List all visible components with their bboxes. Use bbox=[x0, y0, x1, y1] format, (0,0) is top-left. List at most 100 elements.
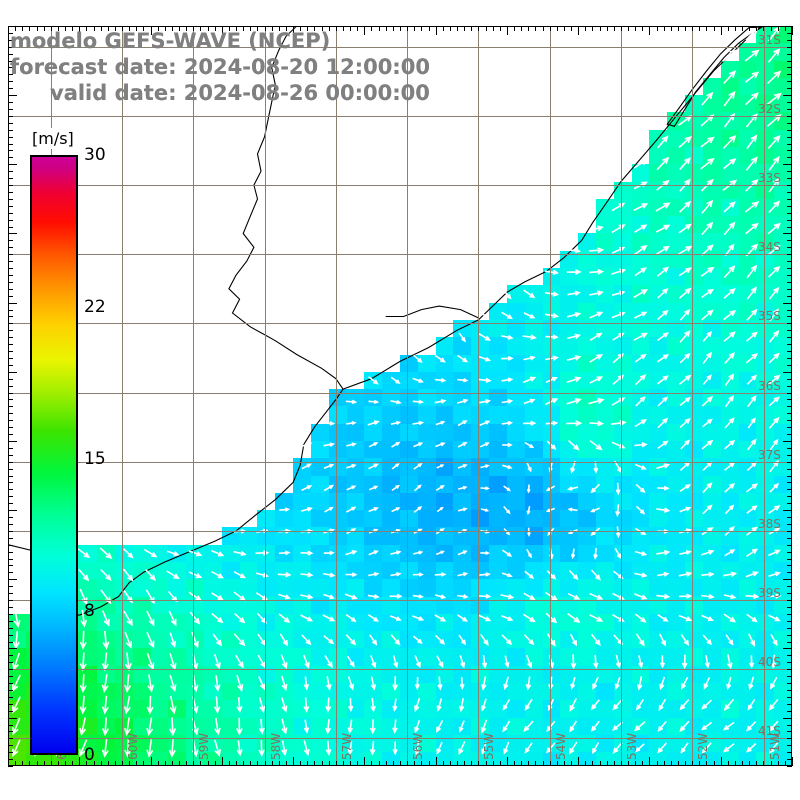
axis-tick bbox=[57, 26, 59, 31]
wind-arrow bbox=[458, 485, 468, 490]
wind-arrow bbox=[701, 439, 714, 450]
wind-arrow bbox=[500, 593, 515, 600]
wind-arrow bbox=[593, 654, 599, 670]
wind-arrow bbox=[368, 550, 379, 556]
wind-arrow bbox=[634, 550, 648, 556]
wind-arrow bbox=[678, 267, 692, 277]
wind-arrow bbox=[169, 632, 177, 648]
wind-arrow bbox=[368, 507, 379, 513]
wind-arrow bbox=[591, 742, 600, 755]
wind-arrow bbox=[457, 614, 469, 622]
axis-tick bbox=[763, 26, 765, 31]
longitude-tick-label: 60W bbox=[126, 732, 140, 760]
axis-tick bbox=[592, 761, 594, 766]
wind-arrow bbox=[634, 419, 648, 428]
axis-tick bbox=[783, 648, 792, 650]
wind-arrow bbox=[589, 311, 604, 319]
axis-tick bbox=[628, 26, 630, 31]
latitude-tick-label: 36S bbox=[758, 378, 781, 393]
axis-tick bbox=[8, 745, 13, 747]
axis-tick bbox=[157, 26, 159, 31]
axis-tick bbox=[787, 136, 792, 138]
wind-arrow bbox=[679, 352, 691, 364]
wind-arrow bbox=[501, 615, 514, 621]
axis-tick bbox=[414, 761, 416, 766]
wind-arrow bbox=[591, 569, 601, 581]
wind-arrow bbox=[589, 332, 603, 341]
wind-arrow bbox=[79, 630, 87, 650]
axis-tick bbox=[787, 240, 792, 242]
axis-tick bbox=[72, 761, 74, 766]
wind-arrow bbox=[567, 248, 582, 254]
axis-tick bbox=[421, 26, 423, 31]
axis-tick bbox=[8, 558, 13, 560]
wind-arrow bbox=[612, 699, 623, 711]
axis-tick bbox=[428, 26, 430, 31]
wind-arrow bbox=[368, 376, 379, 385]
wind-arrow bbox=[524, 698, 533, 711]
axis-tick bbox=[8, 302, 17, 304]
axis-tick bbox=[8, 122, 13, 124]
wind-arrow bbox=[544, 269, 560, 276]
wind-arrow bbox=[526, 484, 531, 494]
axis-tick bbox=[200, 761, 202, 766]
wind-arrow bbox=[657, 396, 669, 407]
wind-arrow bbox=[546, 633, 556, 647]
wind-arrow bbox=[369, 741, 376, 756]
latitude-tick-label: 41S bbox=[758, 724, 781, 739]
wind-arrow bbox=[345, 550, 358, 556]
axis-tick bbox=[29, 26, 31, 31]
wind-arrow bbox=[679, 720, 690, 733]
axis-tick bbox=[293, 26, 295, 35]
axis-tick bbox=[36, 761, 38, 766]
axis-tick bbox=[8, 593, 13, 595]
axis-tick bbox=[787, 620, 792, 622]
wind-arrow bbox=[78, 739, 88, 757]
wind-arrow bbox=[436, 464, 445, 469]
axis-tick bbox=[357, 761, 359, 766]
axis-tick bbox=[8, 268, 13, 270]
gridline-vertical bbox=[335, 26, 337, 766]
wind-arrow bbox=[747, 699, 756, 711]
latitude-tick-label: 38S bbox=[758, 516, 781, 531]
wind-arrow bbox=[458, 720, 465, 733]
wind-arrow bbox=[503, 676, 509, 691]
latitude-tick-label: 32S bbox=[758, 101, 781, 116]
axis-tick bbox=[783, 302, 792, 304]
wind-arrow bbox=[345, 572, 358, 578]
axis-tick bbox=[307, 761, 309, 766]
wind-arrow bbox=[280, 654, 288, 670]
wind-arrow bbox=[544, 355, 560, 361]
wind-arrow bbox=[700, 114, 715, 127]
axis-tick bbox=[150, 26, 152, 35]
axis-tick bbox=[670, 761, 672, 766]
colorbar bbox=[30, 155, 78, 755]
wind-arrow bbox=[522, 613, 536, 623]
wind-arrow bbox=[659, 655, 666, 669]
wind-arrow bbox=[769, 438, 779, 451]
wind-arrow bbox=[322, 572, 336, 578]
wind-arrow bbox=[504, 655, 510, 669]
wind-arrow bbox=[458, 634, 467, 646]
axis-tick bbox=[8, 392, 13, 394]
axis-tick bbox=[8, 620, 13, 622]
axis-tick bbox=[787, 655, 792, 657]
axis-tick bbox=[207, 761, 209, 766]
wind-arrow bbox=[392, 676, 399, 691]
wind-arrow bbox=[233, 550, 247, 557]
wind-arrow bbox=[656, 463, 671, 470]
axis-tick bbox=[8, 143, 13, 145]
axis-tick bbox=[8, 413, 13, 415]
wind-arrow bbox=[546, 570, 557, 580]
wind-arrow bbox=[611, 441, 626, 449]
wind-arrow bbox=[414, 720, 421, 734]
axis-tick bbox=[613, 761, 615, 766]
wind-arrow bbox=[589, 592, 604, 600]
axis-tick bbox=[264, 761, 266, 766]
wind-arrow bbox=[656, 266, 670, 278]
latitude-tick-label: 34S bbox=[758, 240, 781, 255]
axis-tick bbox=[8, 185, 13, 187]
wind-arrow bbox=[347, 676, 355, 691]
axis-tick bbox=[528, 761, 530, 766]
axis-tick bbox=[8, 586, 13, 588]
